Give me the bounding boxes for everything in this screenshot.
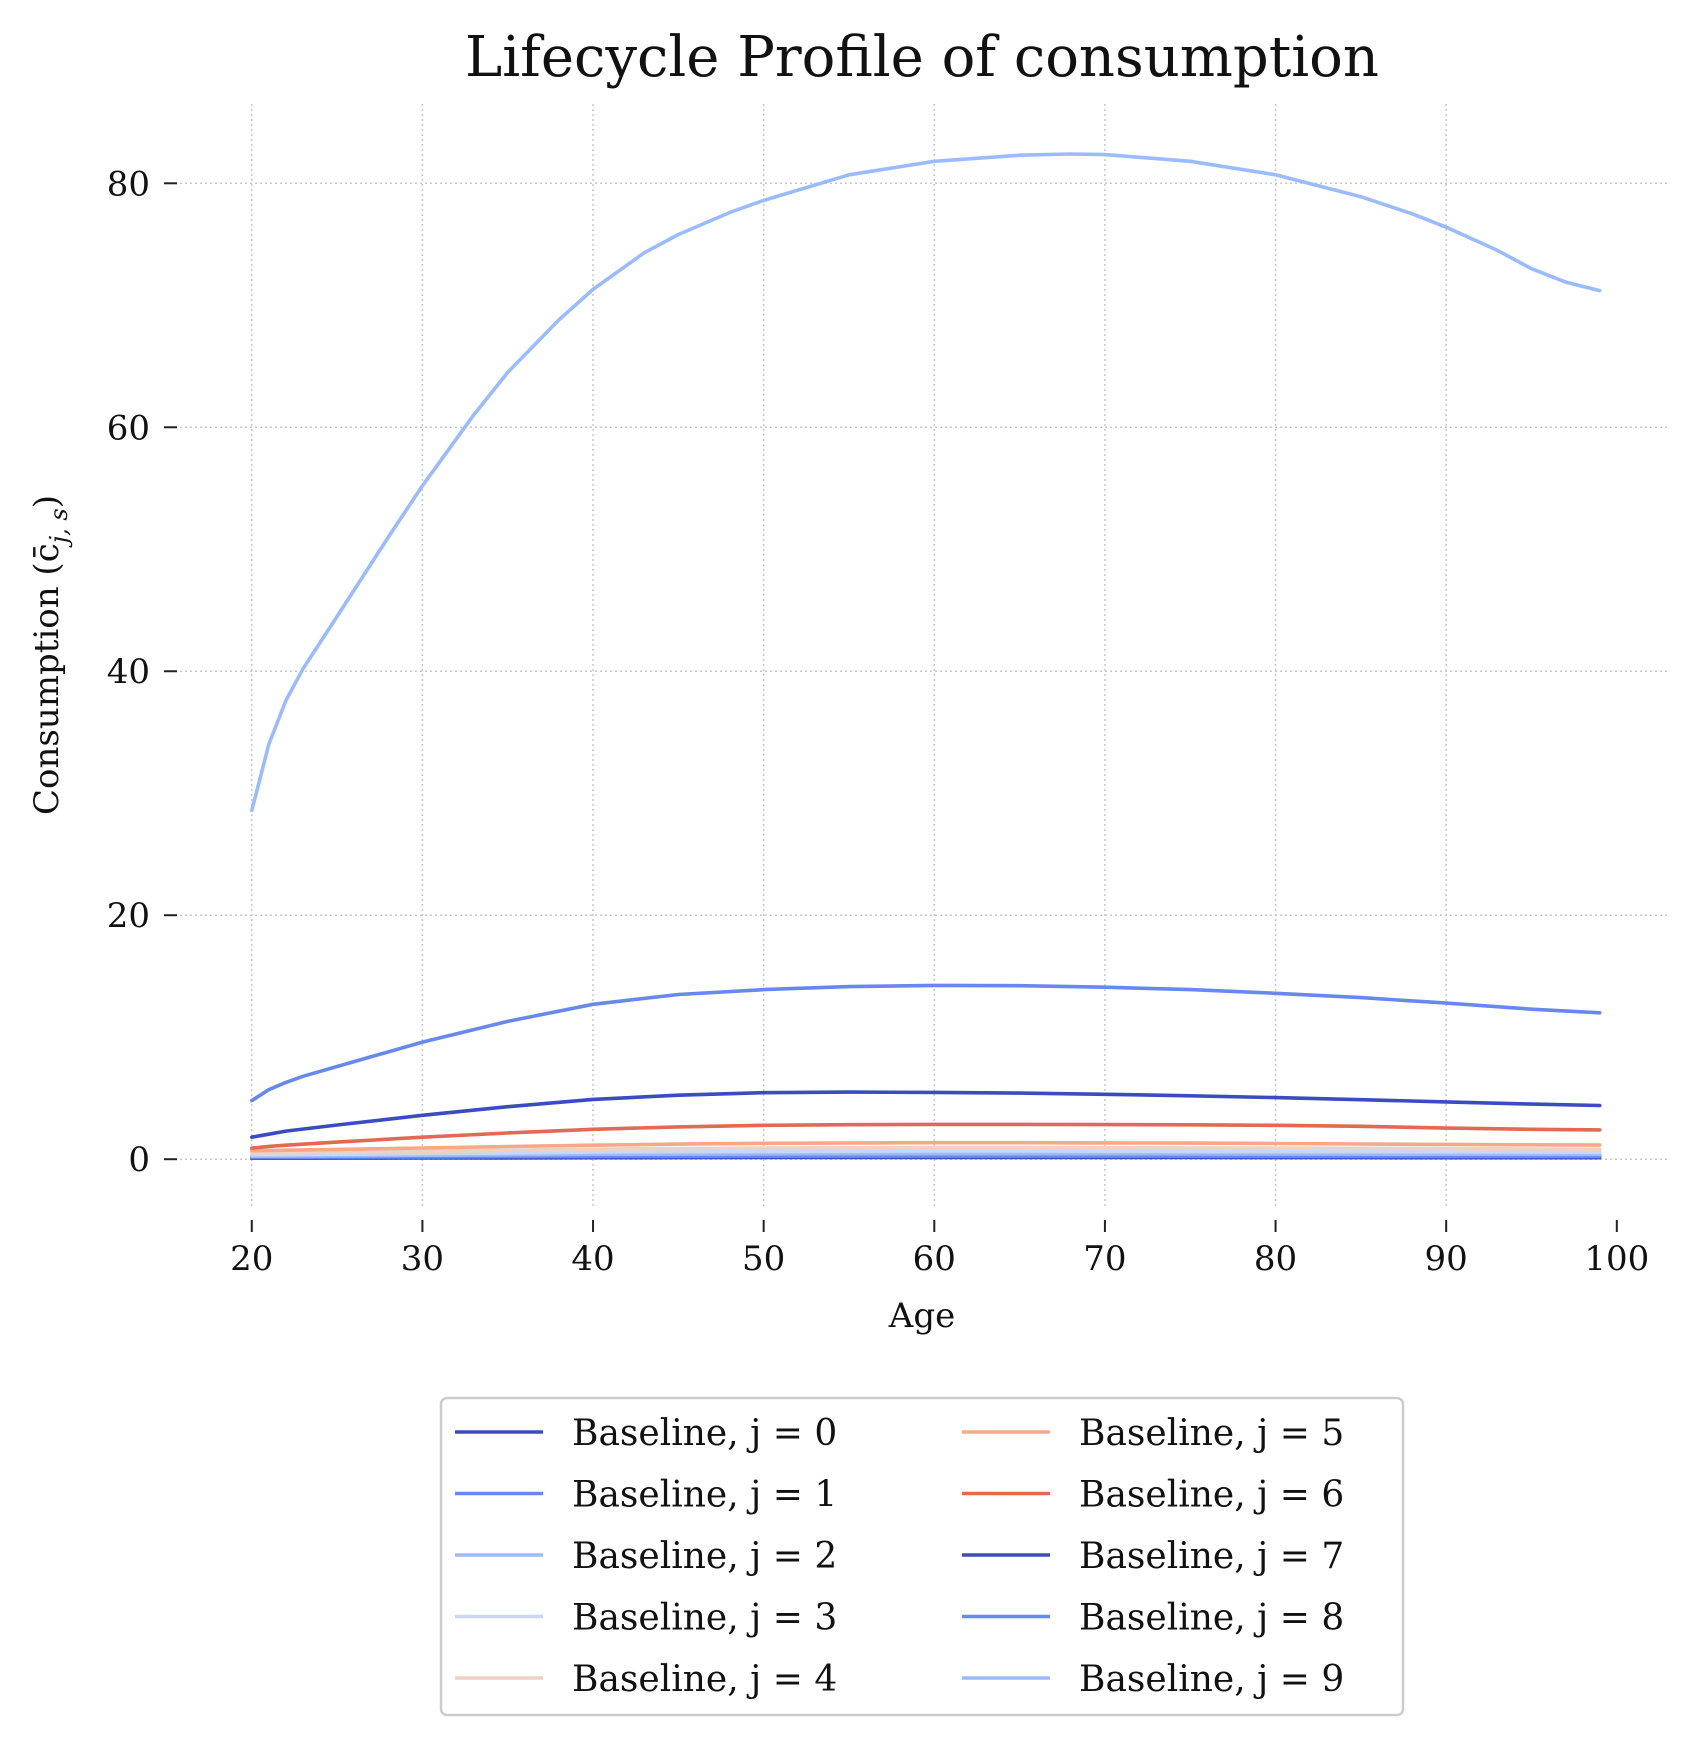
x-tick-label: 50: [742, 1239, 785, 1279]
chart-title: Lifecycle Profile of consumption: [465, 25, 1379, 90]
series-lines: [250, 152, 1602, 1160]
legend-label: Baseline, j = 7: [1079, 1536, 1344, 1577]
x-tick-label: 60: [913, 1239, 956, 1279]
series-line-j4: [250, 1145, 1602, 1155]
y-tick-label: 60: [107, 408, 150, 448]
series-line-j7: [250, 1090, 1602, 1139]
legend-label: Baseline, j = 0: [572, 1413, 837, 1454]
x-tick-label: 40: [571, 1239, 614, 1279]
y-tick-label: 0: [128, 1140, 150, 1180]
legend-label: Baseline, j = 5: [1079, 1413, 1344, 1454]
series-line-j2: [250, 1151, 1602, 1158]
series-line-j9: [250, 152, 1602, 813]
x-tick-label: 100: [1584, 1239, 1649, 1279]
y-tick-label: 40: [107, 652, 150, 692]
series-line-j5: [250, 1140, 1602, 1153]
legend: Baseline, j = 0 Baseline, j = 1 Baseline, …: [439, 1396, 1405, 1717]
x-tick-label: 20: [230, 1239, 273, 1279]
legend-frame: [439, 1396, 1405, 1717]
y-axis-label-close: ): [27, 495, 67, 508]
legend-label: Baseline, j = 2: [572, 1536, 837, 1577]
legend-label: Baseline, j = 4: [572, 1659, 837, 1700]
legend-items: Baseline, j = 0 Baseline, j = 1 Baseline, …: [455, 1413, 1344, 1700]
legend-label: Baseline, j = 6: [1079, 1475, 1344, 1516]
legend-label: Baseline, j = 9: [1079, 1659, 1344, 1700]
grid: [175, 104, 1668, 1208]
series-line-j3: [250, 1149, 1602, 1157]
x-tick-label: 80: [1254, 1239, 1297, 1279]
legend-label: Baseline, j = 8: [1079, 1598, 1344, 1639]
series-line-j6: [250, 1122, 1602, 1150]
legend-label: Baseline, j = 1: [572, 1475, 837, 1516]
x-tick-label: 90: [1425, 1239, 1468, 1279]
y-axis-label-main: Consumption (c̄: [27, 543, 67, 815]
legend-label: Baseline, j = 3: [572, 1598, 837, 1639]
x-tick-label: 70: [1083, 1239, 1126, 1279]
x-tick-label: 30: [401, 1239, 444, 1279]
y-axis-label: Consumption (c̄j, s): [27, 495, 73, 815]
axis-ticks: 20 30 40 50 60 70 80 90 100 0 20 40 60 80: [107, 164, 1650, 1279]
y-tick-label: 20: [107, 896, 150, 936]
x-axis-label: Age: [888, 1296, 955, 1336]
series-line-j8: [250, 983, 1602, 1103]
y-tick-label: 80: [107, 164, 150, 204]
y-axis-label-subscript: j, s: [45, 508, 73, 548]
